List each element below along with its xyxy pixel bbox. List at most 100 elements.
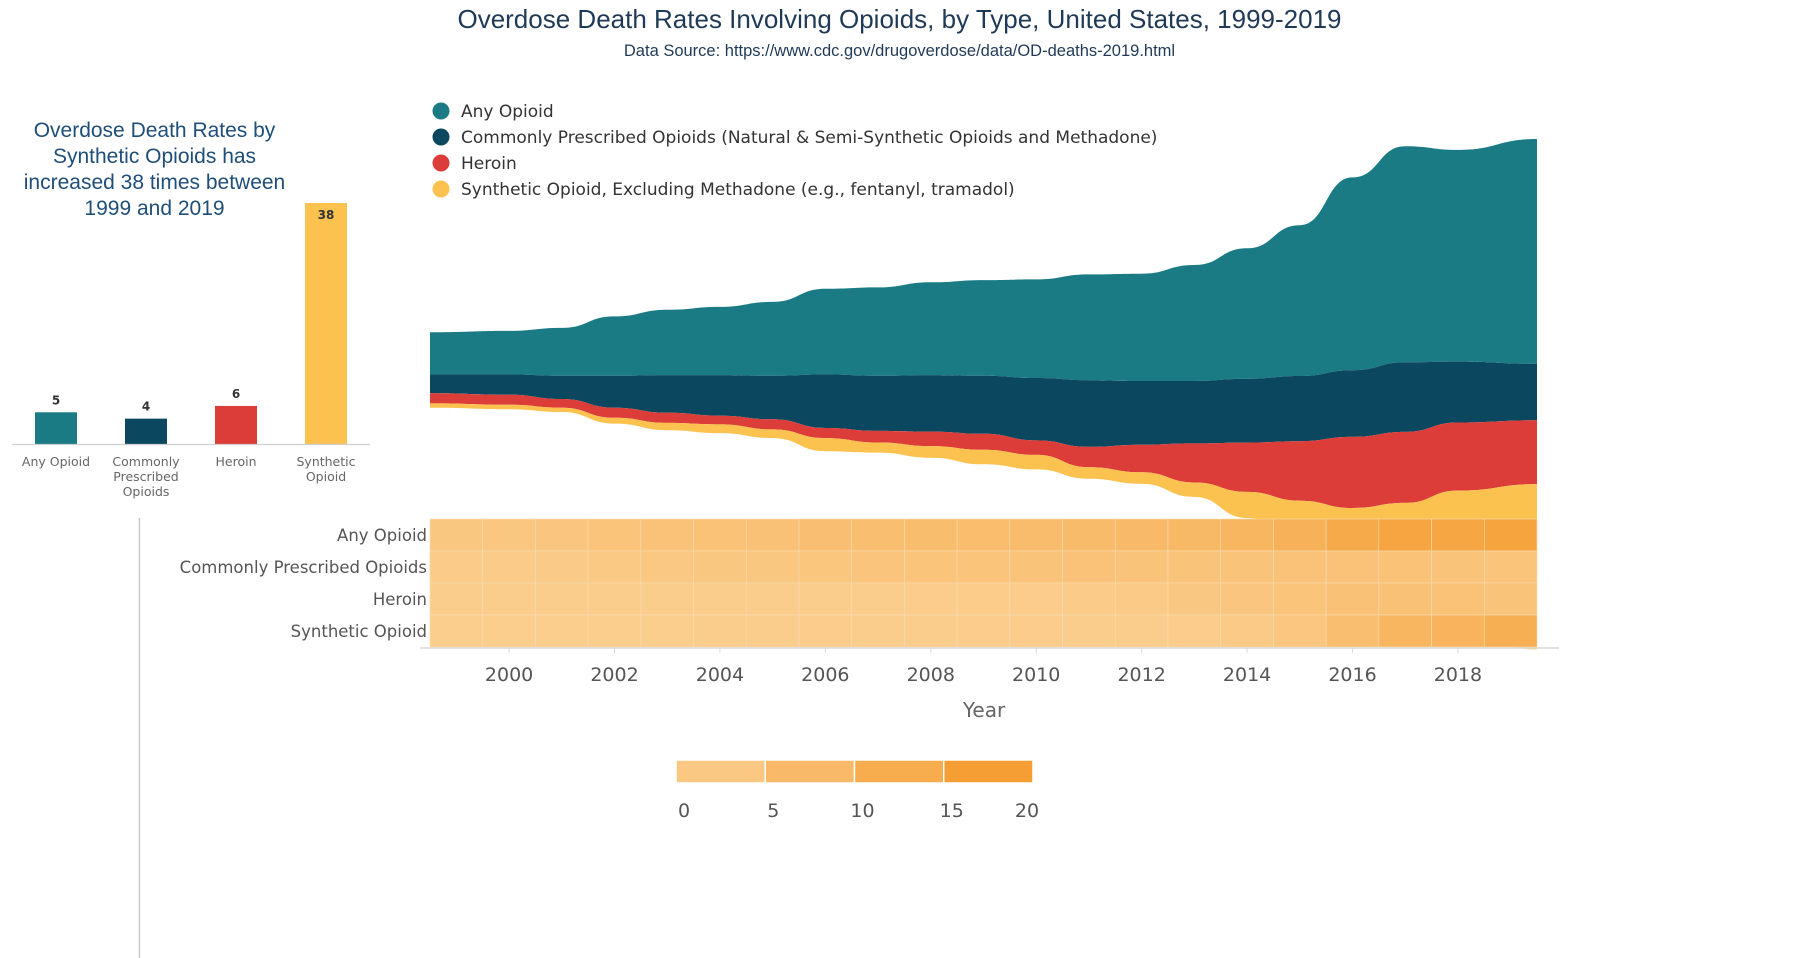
legend-label-synthetic[interactable]: Synthetic Opioid, Excluding Methadone (e…	[461, 180, 1015, 200]
heatmap-cell-prescribed-1999[interactable]	[429, 550, 484, 584]
heatmap-cell-heroin-2019[interactable]	[1483, 582, 1538, 616]
heatmap-cell-heroin-2007[interactable]	[851, 582, 905, 616]
heatmap-cell-heroin-2018[interactable]	[1431, 582, 1485, 616]
heatmap-cell-heroin-2012[interactable]	[1114, 582, 1169, 616]
heatmap-cell-heroin-2017[interactable]	[1378, 582, 1432, 616]
heatmap-cell-prescribed-2010[interactable]	[1009, 550, 1063, 584]
heatmap-cell-prescribed-2013[interactable]	[1167, 550, 1222, 584]
heatmap-cell-any-2012[interactable]	[1114, 518, 1169, 552]
heatmap-cell-heroin-2011[interactable]	[1062, 582, 1116, 616]
heatmap-cell-heroin-2004[interactable]	[693, 582, 747, 616]
heatmap-cell-any-2005[interactable]	[745, 518, 800, 552]
heatmap-cell-prescribed-2001[interactable]	[535, 550, 589, 584]
heatmap-cell-synthetic-2004[interactable]	[693, 614, 747, 648]
heatmap-cell-any-2002[interactable]	[587, 518, 642, 552]
legend-label-heroin[interactable]: Heroin	[461, 154, 517, 174]
heatmap-cell-prescribed-2011[interactable]	[1062, 550, 1116, 584]
heatmap-cell-synthetic-2018[interactable]	[1431, 614, 1485, 648]
legend-marker-any[interactable]	[432, 102, 450, 120]
heatmap-cell-synthetic-2000[interactable]	[482, 614, 536, 648]
heatmap-cell-any-2000[interactable]	[482, 518, 536, 552]
heatmap-cell-prescribed-2003[interactable]	[640, 550, 694, 584]
heatmap-cell-prescribed-2014[interactable]	[1220, 550, 1274, 584]
heatmap-cell-synthetic-2009[interactable]	[956, 614, 1011, 648]
heatmap-cell-prescribed-2016[interactable]	[1325, 550, 1380, 584]
heatmap-cell-any-2013[interactable]	[1167, 518, 1222, 552]
heatmap-cell-prescribed-2012[interactable]	[1114, 550, 1169, 584]
heatmap-cell-synthetic-2013[interactable]	[1167, 614, 1222, 648]
heatmap-cell-synthetic-2017[interactable]	[1378, 614, 1432, 648]
legend-label-prescribed[interactable]: Commonly Prescribed Opioids (Natural & S…	[461, 128, 1157, 148]
heatmap-cell-heroin-2016[interactable]	[1325, 582, 1380, 616]
heatmap-cell-any-2009[interactable]	[956, 518, 1011, 552]
heatmap-cell-synthetic-1999[interactable]	[429, 614, 484, 648]
heatmap-cell-any-2011[interactable]	[1062, 518, 1116, 552]
heatmap-cell-any-2015[interactable]	[1273, 518, 1327, 552]
heatmap-cell-any-2016[interactable]	[1325, 518, 1380, 552]
heatmap-cell-heroin-2008[interactable]	[904, 582, 958, 616]
heatmap-cell-synthetic-2003[interactable]	[640, 614, 694, 648]
heatmap-cell-any-2010[interactable]	[1009, 518, 1063, 552]
heatmap-cell-heroin-2001[interactable]	[535, 582, 589, 616]
heatmap-cell-heroin-2005[interactable]	[745, 582, 800, 616]
heatmap-cell-synthetic-2014[interactable]	[1220, 614, 1274, 648]
heatmap-cell-heroin-2015[interactable]	[1273, 582, 1327, 616]
legend-marker-prescribed[interactable]	[432, 128, 450, 146]
heatmap-cell-synthetic-2010[interactable]	[1009, 614, 1063, 648]
heatmap-cell-prescribed-2002[interactable]	[587, 550, 642, 584]
heatmap-cell-heroin-2002[interactable]	[587, 582, 642, 616]
heatmap-cell-synthetic-2015[interactable]	[1273, 614, 1327, 648]
heatmap-cell-prescribed-2018[interactable]	[1431, 550, 1485, 584]
heatmap-cell-prescribed-2005[interactable]	[745, 550, 800, 584]
heatmap-cell-any-2001[interactable]	[535, 518, 589, 552]
heatmap-cell-heroin-2013[interactable]	[1167, 582, 1222, 616]
heatmap-cell-synthetic-2011[interactable]	[1062, 614, 1116, 648]
heatmap-cell-any-2017[interactable]	[1378, 518, 1432, 552]
bar-any[interactable]	[35, 412, 77, 444]
legend-marker-heroin[interactable]	[432, 154, 450, 172]
legend-marker-synthetic[interactable]	[432, 180, 450, 198]
heatmap-cell-synthetic-2001[interactable]	[535, 614, 589, 648]
bar-prescribed[interactable]	[125, 418, 167, 444]
heatmap-cell-prescribed-2006[interactable]	[798, 550, 853, 584]
heatmap-cell-any-2003[interactable]	[640, 518, 694, 552]
heatmap-cell-prescribed-2009[interactable]	[956, 550, 1011, 584]
stream-layer-heroin[interactable]	[430, 393, 1537, 508]
heatmap-cell-synthetic-2007[interactable]	[851, 614, 905, 648]
heatmap-cell-synthetic-2006[interactable]	[798, 614, 853, 648]
heatmap-cell-prescribed-2017[interactable]	[1378, 550, 1432, 584]
heatmap-cell-prescribed-2007[interactable]	[851, 550, 905, 584]
stream-layer-prescribed[interactable]	[430, 361, 1537, 447]
stream-layer-any[interactable]	[430, 139, 1537, 381]
heatmap-cell-any-2019[interactable]	[1483, 518, 1538, 552]
heatmap-cell-heroin-2000[interactable]	[482, 582, 536, 616]
heatmap-cell-any-2004[interactable]	[693, 518, 747, 552]
heatmap-cell-prescribed-2000[interactable]	[482, 550, 536, 584]
heatmap-cell-heroin-2006[interactable]	[798, 582, 853, 616]
heatmap-cell-any-2007[interactable]	[851, 518, 905, 552]
heatmap-cell-any-2018[interactable]	[1431, 518, 1485, 552]
legend-label-any[interactable]: Any Opioid	[461, 102, 554, 122]
heatmap-cell-heroin-2003[interactable]	[640, 582, 694, 616]
heatmap-cell-synthetic-2019[interactable]	[1483, 614, 1538, 648]
bar-synthetic[interactable]	[305, 203, 347, 444]
heatmap-cell-any-2008[interactable]	[904, 518, 958, 552]
heatmap-cell-heroin-2009[interactable]	[956, 582, 1011, 616]
heatmap-cell-heroin-2014[interactable]	[1220, 582, 1274, 616]
heatmap-cell-prescribed-2004[interactable]	[693, 550, 747, 584]
heatmap-cell-synthetic-2016[interactable]	[1325, 614, 1380, 648]
heatmap-cell-synthetic-2002[interactable]	[587, 614, 642, 648]
heatmap-cell-prescribed-2019[interactable]	[1483, 550, 1538, 584]
heatmap-cell-any-1999[interactable]	[429, 518, 484, 552]
bar-heroin[interactable]	[215, 405, 257, 444]
heatmap-cell-any-2014[interactable]	[1220, 518, 1274, 552]
color-scale-segment	[675, 759, 766, 784]
heatmap-cell-heroin-2010[interactable]	[1009, 582, 1063, 616]
heatmap-cell-synthetic-2012[interactable]	[1114, 614, 1169, 648]
heatmap-cell-prescribed-2015[interactable]	[1273, 550, 1327, 584]
heatmap-cell-any-2006[interactable]	[798, 518, 853, 552]
heatmap-cell-synthetic-2005[interactable]	[745, 614, 800, 648]
heatmap-cell-synthetic-2008[interactable]	[904, 614, 958, 648]
heatmap-cell-heroin-1999[interactable]	[429, 582, 484, 616]
heatmap-cell-prescribed-2008[interactable]	[904, 550, 958, 584]
